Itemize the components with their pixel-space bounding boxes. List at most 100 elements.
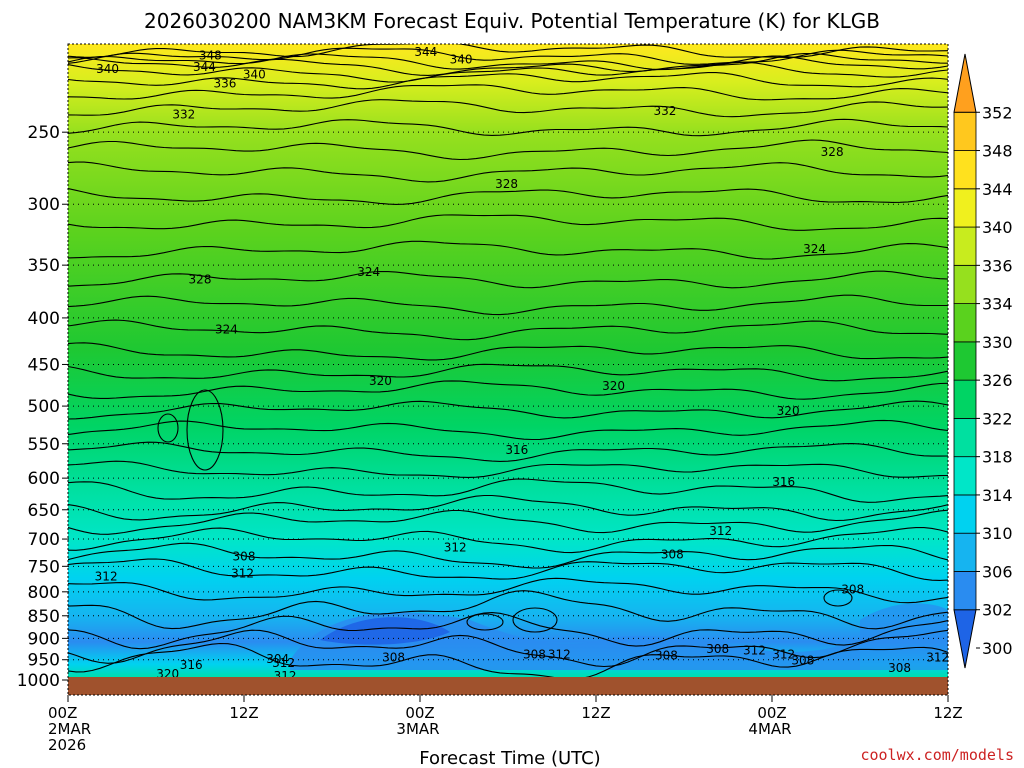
colorbar-segment bbox=[953, 303, 977, 343]
contour-label: 324 bbox=[215, 323, 238, 337]
colorbar: 300 302 306 310 314 318 322 326 330 334 336 340 344 3… bbox=[953, 53, 1013, 669]
contour-label: 308 bbox=[523, 648, 546, 662]
contour-lines bbox=[68, 44, 948, 680]
contour-label: 308 bbox=[791, 654, 814, 668]
colorbar-label: 336 bbox=[982, 256, 1013, 275]
contour-line bbox=[68, 72, 948, 90]
contour-label: 336 bbox=[213, 76, 236, 90]
contour-label: 312 bbox=[95, 570, 118, 584]
contour-label: 312 bbox=[444, 540, 467, 554]
contour-label: 328 bbox=[189, 273, 212, 287]
colorbar-segment bbox=[953, 264, 977, 305]
x-axis-label: Forecast Time (UTC) bbox=[419, 748, 600, 768]
colorbar-top-arrow bbox=[953, 53, 977, 113]
contour-line bbox=[68, 363, 948, 382]
contour-closed bbox=[186, 389, 224, 471]
contour-label: 328 bbox=[821, 145, 844, 159]
contour-line bbox=[68, 460, 948, 478]
y-axis: 2503003504004505005506006507007508008509… bbox=[17, 123, 68, 691]
colorbar-label: 302 bbox=[982, 601, 1013, 620]
colorbar-label: 352 bbox=[982, 103, 1013, 122]
x-tick-label: 00Z bbox=[757, 704, 786, 722]
contour-label: 344 bbox=[193, 60, 216, 74]
contour-line bbox=[68, 61, 948, 83]
y-tick-label: 800 bbox=[28, 583, 60, 603]
contour-label: 308 bbox=[382, 651, 405, 665]
contour-label: 312 bbox=[231, 567, 254, 581]
contour-line bbox=[68, 419, 948, 441]
contour-line bbox=[68, 642, 948, 680]
y-tick-label: 550 bbox=[28, 435, 60, 455]
colorbar-label: 310 bbox=[982, 524, 1013, 543]
contour-label: 308 bbox=[661, 548, 684, 562]
contour-label: 308 bbox=[706, 642, 729, 656]
contour-label: 332 bbox=[172, 107, 195, 121]
contour-label: 328 bbox=[495, 177, 518, 191]
contour-closed bbox=[157, 413, 179, 443]
contour-line bbox=[68, 527, 948, 554]
contour-label: 316 bbox=[180, 658, 203, 672]
contour-label: 320 bbox=[602, 379, 625, 393]
contour-line bbox=[68, 342, 948, 361]
credit-text: coolwx.com/models bbox=[860, 746, 1014, 764]
colorbar-label: 322 bbox=[982, 409, 1013, 428]
y-tick-label: 350 bbox=[28, 256, 60, 276]
y-tick-label: 300 bbox=[28, 195, 60, 215]
contour-line bbox=[68, 590, 948, 630]
contour-line bbox=[68, 380, 948, 400]
contour-label: 308 bbox=[233, 550, 256, 564]
contour-label: 312 bbox=[743, 643, 766, 657]
y-tick-label: 950 bbox=[28, 651, 60, 671]
y-tick-label: 850 bbox=[28, 607, 60, 627]
x-tick-label: 12Z bbox=[933, 704, 962, 722]
contour-line bbox=[68, 44, 948, 58]
contour-label: 340 bbox=[96, 62, 119, 76]
contour-label: 324 bbox=[357, 265, 380, 279]
colorbar-label: 334 bbox=[982, 295, 1013, 314]
y-tick-label: 750 bbox=[28, 557, 60, 577]
contour-label: 312 bbox=[926, 651, 949, 665]
contour-line bbox=[68, 47, 948, 65]
contour-label: 316 bbox=[505, 443, 528, 457]
contour-label: 304 bbox=[266, 652, 289, 666]
colorbar-label: 306 bbox=[982, 562, 1013, 581]
contour-label: 312 bbox=[548, 648, 571, 662]
colorbar-label: 330 bbox=[982, 333, 1013, 352]
x-tick-label: 4MAR bbox=[748, 720, 791, 738]
contour-line bbox=[68, 161, 948, 183]
contour-line bbox=[68, 53, 948, 71]
chart-title: 2026030200 NAM3KM Forecast Equiv. Potent… bbox=[144, 9, 880, 33]
x-tick-label: 2MAR bbox=[48, 720, 91, 738]
contour-label: 344 bbox=[414, 45, 437, 59]
contour-closed bbox=[466, 613, 504, 631]
y-tick-label: 1000 bbox=[17, 671, 60, 691]
contour-line bbox=[68, 139, 948, 161]
contour-line bbox=[68, 214, 948, 231]
x-tick-label: 00Z bbox=[405, 704, 434, 722]
contour-label: 332 bbox=[653, 104, 676, 118]
contour-line bbox=[68, 542, 948, 569]
y-tick-label: 900 bbox=[28, 629, 60, 649]
contour-line bbox=[68, 509, 948, 535]
y-tick-label: 700 bbox=[28, 530, 60, 550]
contour-label: 320 bbox=[777, 404, 800, 418]
contour-line bbox=[68, 270, 948, 289]
contour-label: 316 bbox=[772, 475, 795, 489]
colorbar-label: 326 bbox=[982, 371, 1013, 390]
colorbar-segment bbox=[953, 456, 977, 496]
plot-background bbox=[68, 44, 948, 680]
contour-line bbox=[68, 294, 948, 316]
contour-label: 312 bbox=[709, 524, 732, 538]
contour-line bbox=[68, 319, 948, 341]
colorbar-label: 348 bbox=[982, 142, 1013, 161]
contour-line bbox=[68, 240, 948, 260]
contour-label: 312 bbox=[772, 648, 795, 662]
y-tick-label: 600 bbox=[28, 469, 60, 489]
contour-line bbox=[68, 558, 948, 581]
y-tick-label: 650 bbox=[28, 501, 60, 521]
colorbar-label: 340 bbox=[982, 218, 1013, 237]
contour-closed bbox=[512, 607, 558, 633]
colorbar-segment bbox=[953, 379, 977, 419]
y-tick-label: 450 bbox=[28, 355, 60, 375]
colorbar-segment bbox=[953, 226, 977, 266]
